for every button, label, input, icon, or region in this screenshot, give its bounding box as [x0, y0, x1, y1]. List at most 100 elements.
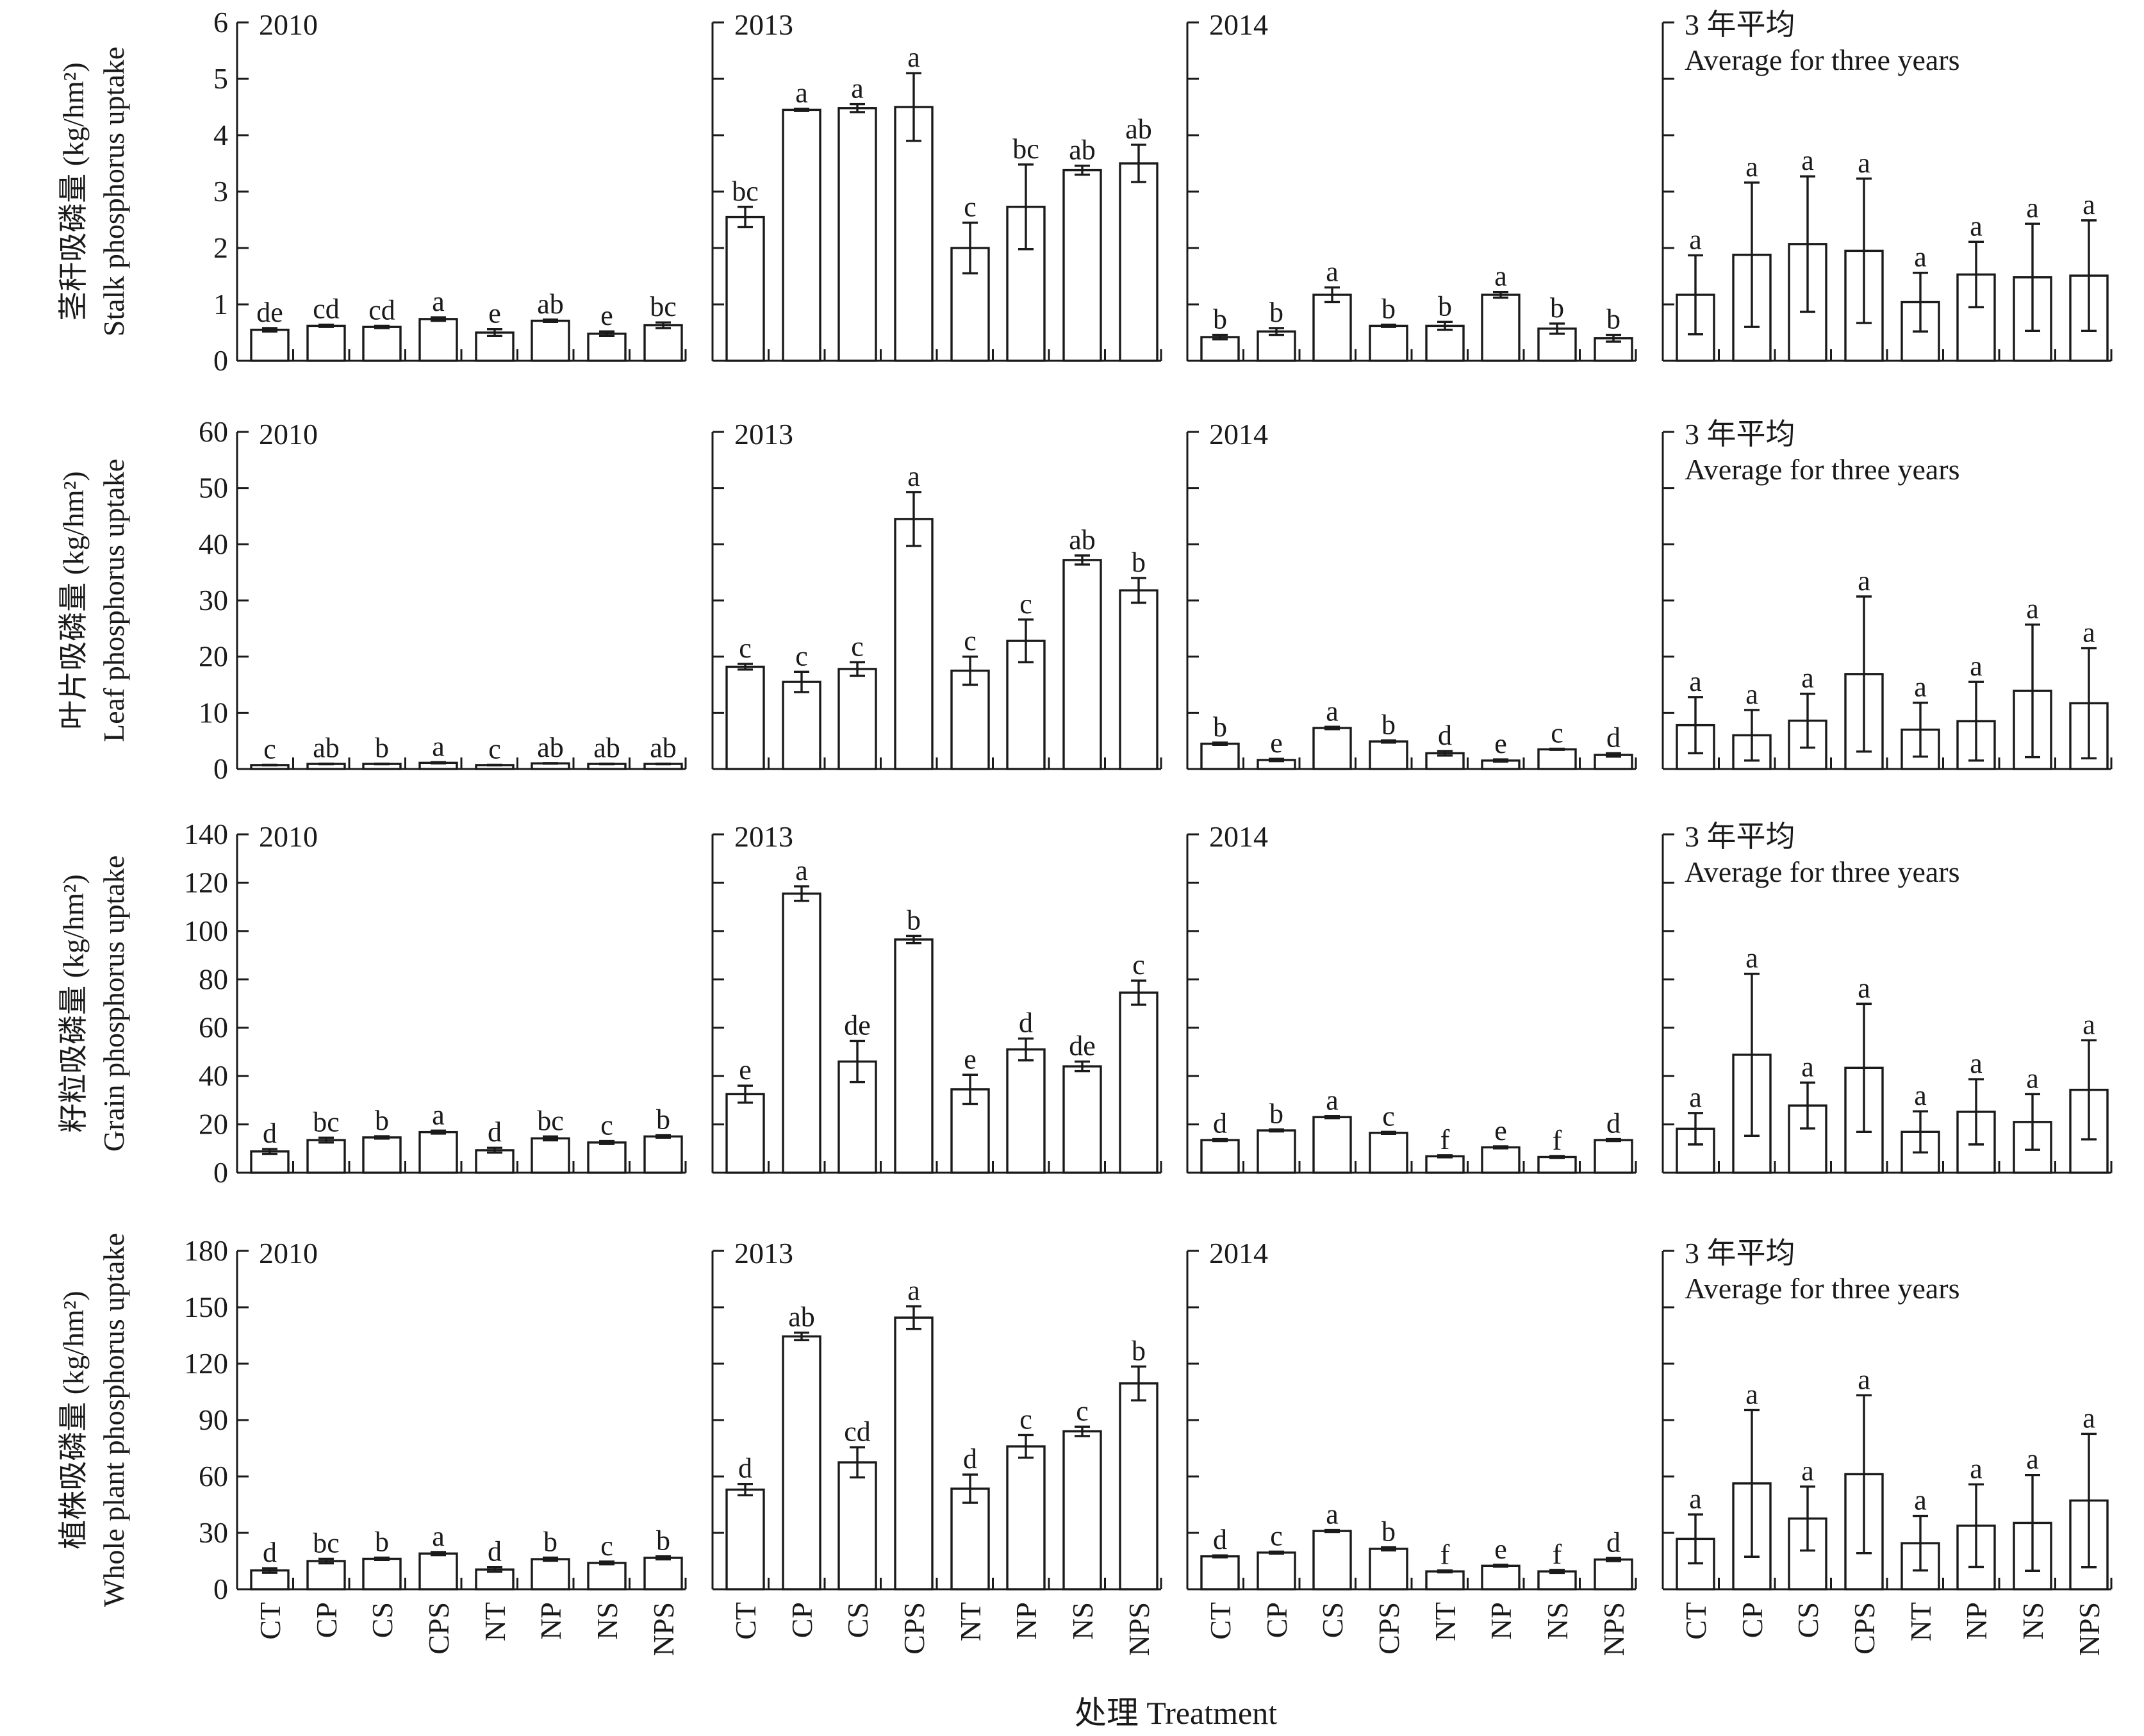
significance-letter: c: [964, 625, 977, 657]
significance-letter: a: [1745, 943, 1758, 974]
significance-letter: a: [1801, 1051, 1814, 1082]
bar: [782, 892, 821, 1174]
significance-letter: a: [1970, 210, 1983, 242]
y-tick-label: 40: [199, 1059, 228, 1092]
x-tick-label: CS: [1792, 1602, 1824, 1638]
bar: [531, 1137, 570, 1174]
bar: [306, 1139, 346, 1174]
significance-letter: f: [1440, 1539, 1450, 1571]
bar: [587, 1141, 627, 1174]
significance-letter: a: [1689, 666, 1702, 697]
significance-letter: a: [907, 1275, 920, 1307]
significance-letter: de: [256, 297, 283, 328]
significance-letter: ab: [593, 732, 620, 764]
x-tick-label: NS: [1066, 1602, 1099, 1640]
significance-letter: a: [1801, 1455, 1814, 1487]
significance-letter: a: [1858, 147, 1870, 179]
y-tick-label: 180: [184, 1234, 228, 1267]
panel: 0 20 40 60 80 100 120 140 2010 d bc b a d bc c b: [184, 818, 687, 1189]
y-tick-label: 0: [213, 1156, 228, 1189]
panel-year-label: 2010: [259, 418, 318, 451]
y-tick-label: 100: [184, 914, 228, 947]
panel-year-label: 2010: [259, 1237, 318, 1269]
bar: [1200, 1139, 1240, 1174]
bar: [1257, 1129, 1296, 1174]
panel: 2014 b e a b d e c d: [1186, 418, 1637, 770]
y-tick-label: 140: [184, 818, 228, 850]
significance-letter: a: [1858, 565, 1870, 597]
significance-letter: b: [1381, 1516, 1396, 1548]
bar: [1369, 740, 1408, 770]
bar: [250, 1150, 290, 1174]
y-tick-label: 60: [199, 415, 228, 448]
panel-year-label: 3 年平均: [1685, 8, 1795, 41]
significance-letter: de: [844, 1009, 871, 1041]
significance-letter: ab: [537, 288, 564, 320]
bar: [418, 1552, 458, 1591]
panel: 2014 d b a c f e f d: [1186, 820, 1637, 1174]
significance-letter: f: [1440, 1124, 1450, 1155]
panel-year-label: 2010: [259, 820, 318, 853]
significance-letter: a: [1745, 679, 1758, 710]
significance-letter: c: [1132, 949, 1145, 980]
bar: [418, 1130, 458, 1174]
significance-letter: ab: [1125, 113, 1152, 145]
bar: [837, 1461, 877, 1591]
x-tick-label: NT: [1904, 1602, 1937, 1641]
panel-year-label: 2013: [734, 820, 793, 853]
significance-letter: b: [375, 1105, 389, 1136]
significance-letter: bc: [537, 1105, 564, 1136]
x-tick-label: CT: [254, 1602, 286, 1640]
y-tick-label: 4: [213, 119, 228, 151]
bar: [643, 1557, 683, 1591]
panel-year-label: 2013: [734, 1237, 793, 1269]
panel: 2013 e a de b e d de c: [711, 820, 1162, 1174]
panel: 2014 d CT c CP a CS b CPS f NT e NP f NS d NPS: [1186, 1237, 1637, 1656]
bar: [1200, 336, 1240, 362]
bar: [894, 106, 934, 362]
significance-letter: b: [1213, 711, 1227, 743]
x-tick-label: NT: [1429, 1602, 1462, 1641]
x-tick-label: CPS: [422, 1602, 455, 1655]
significance-letter: a: [795, 78, 808, 109]
panel: 2013 d CT ab CP cd CS a CPS d NT c NP c NS b NPS: [711, 1237, 1162, 1656]
bar: [643, 1135, 683, 1174]
significance-letter: a: [1326, 1085, 1339, 1116]
significance-letter: a: [907, 461, 920, 492]
bar: [1537, 1155, 1577, 1174]
bar: [1119, 1382, 1159, 1591]
significance-letter: d: [1213, 1108, 1227, 1139]
significance-letter: a: [432, 286, 445, 317]
significance-letter: e: [1494, 1115, 1507, 1146]
significance-letter: c: [263, 733, 276, 765]
y-axis-label-en: Whole plant phosphorus uptake: [97, 1233, 130, 1607]
significance-letter: ab: [537, 732, 564, 763]
y-tick-label: 0: [213, 752, 228, 785]
significance-letter: a: [1970, 1048, 1983, 1079]
bar: [1257, 1551, 1296, 1591]
bar: [250, 328, 290, 362]
significance-letter: de: [1069, 1030, 1096, 1062]
bar: [362, 1557, 402, 1591]
x-tick-label: CP: [1260, 1602, 1293, 1638]
significance-letter: b: [1550, 292, 1564, 324]
bar: [894, 938, 934, 1174]
bar: [725, 215, 765, 362]
significance-letter: a: [1326, 1499, 1339, 1530]
significance-letter: d: [963, 1443, 977, 1475]
x-tick-label: CP: [310, 1602, 343, 1638]
bar: [1200, 1555, 1240, 1591]
significance-letter: d: [1438, 720, 1452, 751]
y-tick-label: 80: [199, 963, 228, 995]
significance-letter: a: [1689, 1082, 1702, 1113]
y-tick-label: 0: [213, 1573, 228, 1605]
bar: [643, 324, 683, 362]
significance-letter: a: [1326, 256, 1339, 288]
bar: [1312, 1116, 1352, 1174]
bar: [1481, 1564, 1521, 1591]
x-tick-label: NP: [534, 1602, 567, 1640]
x-tick-label: NPS: [1597, 1602, 1630, 1656]
